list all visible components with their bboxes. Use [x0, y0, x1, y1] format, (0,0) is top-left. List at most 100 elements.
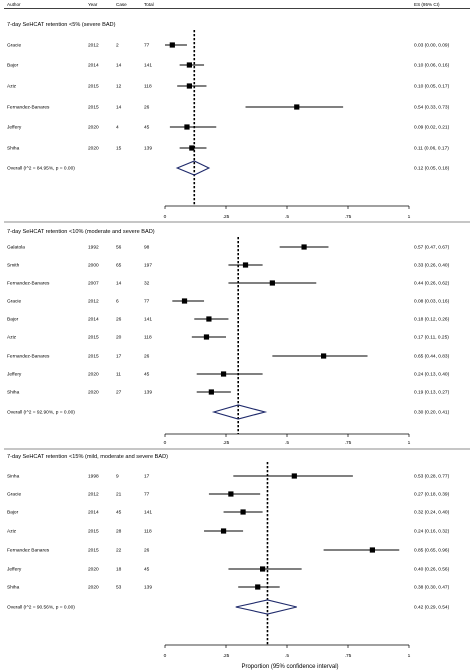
point-estimate-square: [208, 389, 214, 395]
study-case: 9: [116, 474, 119, 480]
study-case: 56: [116, 245, 122, 251]
point-estimate-square: [294, 104, 300, 110]
point-estimate-square: [169, 42, 175, 48]
point-estimate-square: [255, 584, 261, 590]
study-case: 15: [116, 146, 122, 152]
study-es-ci: 0.65 (0.44, 0.83): [414, 354, 450, 360]
x-tick-label: .25: [223, 653, 230, 659]
study-total: 139: [144, 585, 152, 591]
point-estimate-square: [260, 566, 266, 572]
study-es-ci: 0.44 (0.26, 0.62): [414, 281, 450, 287]
x-tick-label: .25: [223, 214, 230, 220]
study-es-ci: 0.08 (0.03, 0.16): [414, 299, 450, 305]
study-row: Fernandez-Banares 2015 14 26 0.54 (0.33, 0.7…: [7, 104, 450, 111]
x-tick-label: .25: [223, 440, 230, 446]
study-case: 14: [116, 281, 122, 287]
study-es-ci: 0.03 (0.00, 0.09): [414, 43, 450, 49]
x-tick-label: 0: [164, 653, 167, 659]
study-case: 14: [116, 63, 122, 69]
study-author: Fernandez-Banares: [7, 281, 50, 287]
study-year: 1992: [88, 245, 99, 251]
study-author: Shiha: [7, 390, 20, 396]
study-author: Aziz: [7, 529, 17, 535]
study-year: 2014: [88, 63, 99, 69]
study-row: Fernandez Banares 2015 22 26 0.85 (0.65, 0.9…: [7, 547, 450, 554]
study-case: 27: [116, 390, 122, 396]
study-es-ci: 0.33 (0.26, 0.40): [414, 263, 450, 269]
header-total: Total: [144, 2, 154, 7]
study-row: Bajor 2014 45 141 0.32 (0.24, 0.40): [7, 509, 450, 516]
point-estimate-square: [291, 473, 297, 479]
study-total: 118: [144, 335, 152, 341]
study-author: Jeffery: [7, 567, 22, 573]
study-case: 12: [116, 84, 122, 90]
point-estimate-square: [269, 280, 275, 286]
header-case: Case: [116, 2, 127, 7]
study-es-ci: 0.53 (0.28, 0.77): [414, 474, 450, 480]
study-year: 2020: [88, 125, 99, 131]
study-row: Jeffery 2020 18 45 0.40 (0.26, 0.56): [7, 566, 450, 573]
study-case: 65: [116, 263, 122, 269]
study-row: Bajor 2014 26 141 0.18 (0.12, 0.26): [7, 316, 450, 323]
study-row: Aziz 2015 28 118 0.24 (0.16, 0.32): [7, 528, 450, 535]
x-tick-label: 1: [408, 440, 411, 446]
study-year: 2015: [88, 529, 99, 535]
study-total: 32: [144, 281, 150, 287]
study-es-ci: 0.32 (0.24, 0.40): [414, 510, 450, 516]
study-row: Gracie 2012 2 77 0.03 (0.00, 0.09): [7, 42, 450, 49]
overall-label: Overall (I^2 = 90.56%, p = 0.00): [7, 605, 75, 611]
study-case: 53: [116, 585, 122, 591]
point-estimate-square: [184, 124, 190, 130]
study-case: 4: [116, 125, 119, 131]
column-header: Author Year Case Total ES (95% CI): [4, 2, 470, 9]
study-es-ci: 0.40 (0.26, 0.56): [414, 567, 450, 573]
point-estimate-square: [181, 298, 188, 304]
study-total: 26: [144, 105, 150, 111]
study-total: 26: [144, 354, 150, 360]
study-es-ci: 0.57 (0.47, 0.67): [414, 245, 450, 251]
study-es-ci: 0.10 (0.06, 0.16): [414, 63, 450, 69]
study-year: 2020: [88, 567, 99, 573]
point-estimate-square: [186, 62, 192, 68]
study-total: 77: [144, 492, 150, 498]
study-total: 197: [144, 263, 152, 269]
study-year: 2012: [88, 492, 99, 498]
study-row: Fernandez-Banares 2007 14 32 0.44 (0.26, 0.6…: [7, 280, 450, 287]
header-author: Author: [7, 2, 21, 7]
study-row: Fernandez-Banares 2015 17 26 0.65 (0.44, 0.8…: [7, 353, 450, 360]
study-total: 45: [144, 372, 150, 378]
study-es-ci: 0.11 (0.06, 0.17): [414, 146, 449, 152]
point-estimate-square: [228, 491, 234, 497]
x-tick-label: .75: [345, 653, 352, 659]
study-year: 2000: [88, 263, 99, 269]
study-year: 2015: [88, 548, 99, 554]
x-tick-label: .75: [345, 214, 352, 220]
study-year: 2015: [88, 354, 99, 360]
study-row: Smith 2000 65 197 0.33 (0.26, 0.40): [7, 262, 450, 269]
study-es-ci: 0.24 (0.13, 0.40): [414, 372, 450, 378]
study-case: 11: [116, 372, 121, 378]
study-case: 26: [116, 317, 122, 323]
study-year: 2012: [88, 43, 99, 49]
study-author: Fernandez Banares: [7, 548, 50, 554]
overall-label: Overall (I^2 = 92.90%, p = 0.00): [7, 410, 75, 416]
study-es-ci: 0.09 (0.02, 0.21): [414, 125, 450, 131]
pooled-diamond: [211, 404, 268, 420]
point-estimate-square: [242, 262, 249, 268]
study-total: 139: [144, 146, 152, 152]
study-author: Aziz: [7, 84, 17, 90]
study-author: Jeffery: [7, 372, 22, 378]
header-year: Year: [88, 2, 98, 7]
study-es-ci: 0.10 (0.05, 0.17): [414, 84, 450, 90]
study-author: Bajor: [7, 63, 19, 69]
study-year: 1998: [88, 474, 99, 480]
pooled-diamond: [175, 160, 211, 176]
study-author: Bajor: [7, 510, 19, 516]
study-year: 2020: [88, 372, 99, 378]
overall-es-ci: 0.42 (0.29, 0.54): [414, 605, 450, 611]
forest-panels: 7-day SeHCAT retention <5% (severe BAD) G…: [4, 22, 470, 659]
study-case: 2: [116, 43, 119, 49]
study-row: Shiha 2020 27 139 0.19 (0.13, 0.27): [7, 389, 450, 396]
panel-title: 7-day SeHCAT retention <15% (mild, moder…: [7, 454, 168, 460]
study-es-ci: 0.27 (0.18, 0.39): [414, 492, 450, 498]
